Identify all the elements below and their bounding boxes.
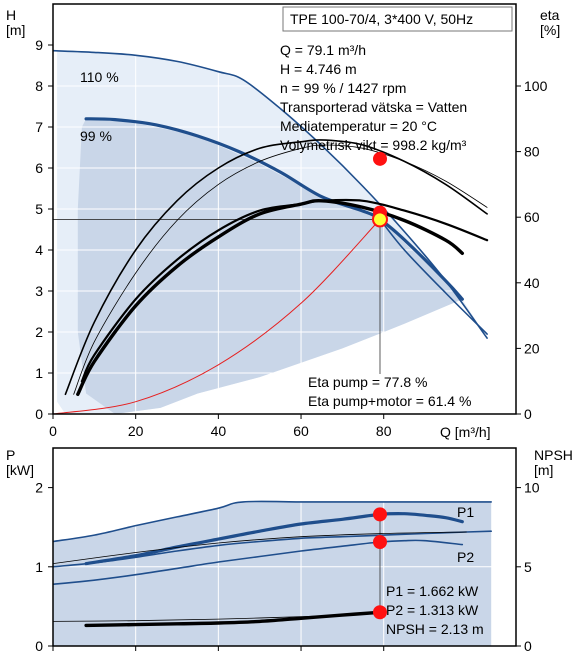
y-right-tick-label: 20 <box>524 340 540 356</box>
info-line-density: Volymetrisk vikt = 998.2 kg/m³ <box>280 137 467 153</box>
eta-pump-marker <box>372 151 387 166</box>
info-line-temp: Mediatemperatur = 20 °C <box>280 118 437 134</box>
x-axis-label: Q [m³/h] <box>440 424 491 440</box>
head-curve-7 <box>80 198 489 383</box>
info-line-q: Q = 79.1 m³/h <box>280 42 366 58</box>
curve-label-99: 99 % <box>80 128 112 144</box>
head-curve-5 <box>73 144 488 395</box>
y-right-tick-label: 0 <box>524 406 532 422</box>
info-line-n: n = 99 % / 1427 rpm <box>280 80 406 96</box>
y-tick-label: 7 <box>35 119 43 135</box>
y-tick-label: 8 <box>35 78 43 94</box>
y-right-tick-label: 60 <box>524 209 540 225</box>
power-npsh-panel: 0 1 2 0 5 10 P [kW] NPSH [m] P1 P2 P1 = 1.662 k… <box>6 447 573 654</box>
y-tick-label-bottom: 1 <box>35 559 43 575</box>
p1-value-label: P1 = 1.662 kW <box>386 583 479 599</box>
y-tick-label: 2 <box>35 324 43 340</box>
p2-marker <box>372 535 387 550</box>
y-right-tick-label: 100 <box>524 78 548 94</box>
power-curve-6 <box>53 613 385 622</box>
power-curve-4 <box>53 531 467 564</box>
operating-markers <box>371 151 388 228</box>
npsh-marker <box>372 605 387 620</box>
head-efficiency-curves <box>53 49 489 414</box>
x-tick-label: 80 <box>376 423 392 439</box>
y-right-tick-label-bottom: 10 <box>524 480 540 496</box>
y-tick-label: 9 <box>35 37 43 53</box>
head-curve-3 <box>53 218 381 414</box>
operating-point-marker <box>371 211 388 228</box>
head-curve-99 <box>84 117 464 301</box>
grid-lines <box>53 4 516 414</box>
curve-label-110: 110 % <box>80 69 119 85</box>
head-curve-110 <box>53 49 488 339</box>
y-tick-label: 3 <box>35 283 43 299</box>
eta-pump-motor-label: Eta pump+motor = 61.4 % <box>308 393 471 409</box>
y-right-tick-label: 40 <box>524 275 540 291</box>
p1-series-label: P1 <box>457 504 474 520</box>
power-npsh-curves <box>53 500 492 628</box>
power-curve-p1 <box>53 500 492 543</box>
x-tick-label: 60 <box>293 423 309 439</box>
head-curve-6 <box>76 199 464 396</box>
npsh-value-label: NPSH = 2.13 m <box>386 621 484 637</box>
y-tick-label: 4 <box>35 242 43 258</box>
p2-series-label: P2 <box>457 549 474 565</box>
y-left-label-top: H [m] <box>6 7 25 38</box>
p1-marker <box>372 507 387 522</box>
power-curve-p2 <box>53 530 492 568</box>
p2-value-label: P2 = 1.313 kW <box>386 602 479 618</box>
x-tick-label: 0 <box>49 423 57 439</box>
x-tick-label: 20 <box>128 423 144 439</box>
power-curve-3 <box>53 539 464 585</box>
chart-title: TPE 100-70/4, 3*400 V, 50Hz <box>290 11 473 27</box>
title-box <box>282 6 513 32</box>
top-axis-ticks: 0 20 40 60 80 0 1 2 3 4 5 6 7 8 9 0 20 40 60 80 100 <box>35 37 547 439</box>
bottom-axis-ticks: 0 1 2 0 5 10 <box>35 480 540 654</box>
head-efficiency-panel: 0 20 40 60 80 0 1 2 3 4 5 6 7 8 9 0 20 40 60 80 100 H [m] eta… <box>6 3 560 440</box>
y-tick-label: 1 <box>35 365 43 381</box>
y-left-label-bottom: P [kW] <box>6 447 34 478</box>
info-line-h: H = 4.746 m <box>280 61 357 77</box>
operating-envelope-region <box>77 118 463 414</box>
y-tick-label: 5 <box>35 201 43 217</box>
x-tick-label: 40 <box>211 423 227 439</box>
y-right-tick-label-bottom: 0 <box>524 638 532 654</box>
y-right-tick-label: 80 <box>524 144 540 160</box>
y-tick-label-bottom: 2 <box>35 480 43 496</box>
y-right-tick-label-bottom: 5 <box>524 559 532 575</box>
y-tick-label: 0 <box>35 406 43 422</box>
bottom-plot-frame <box>52 447 517 647</box>
info-line-fluid: Transporterad vätska = Vatten <box>280 99 467 115</box>
y-right-label-top: eta [%] <box>540 7 560 38</box>
y-right-label-bottom: NPSH [m] <box>534 447 573 478</box>
eta-pump-label: Eta pump = 77.8 % <box>308 374 427 390</box>
y-tick-label-bottom: 0 <box>35 638 43 654</box>
y-tick-label: 6 <box>35 160 43 176</box>
head-curve-2 <box>379 218 488 335</box>
power-markers <box>372 507 387 620</box>
